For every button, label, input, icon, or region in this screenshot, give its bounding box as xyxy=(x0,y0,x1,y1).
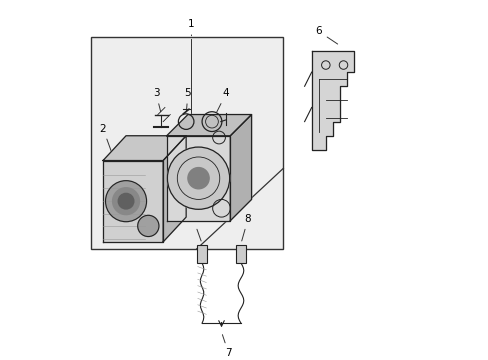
Text: 6: 6 xyxy=(315,26,337,44)
Bar xyxy=(235,246,246,263)
Bar xyxy=(90,37,283,249)
Polygon shape xyxy=(166,114,251,136)
Text: 8: 8 xyxy=(241,214,251,241)
Circle shape xyxy=(112,188,139,215)
Polygon shape xyxy=(311,51,353,150)
Polygon shape xyxy=(230,114,251,221)
Text: 1: 1 xyxy=(188,19,194,36)
Text: 9: 9 xyxy=(189,214,201,241)
Bar xyxy=(196,246,207,263)
Circle shape xyxy=(138,215,159,237)
Text: 4: 4 xyxy=(216,88,229,112)
Polygon shape xyxy=(103,161,163,242)
Circle shape xyxy=(187,168,209,189)
Polygon shape xyxy=(103,136,186,161)
Circle shape xyxy=(118,193,134,209)
Text: 7: 7 xyxy=(222,335,231,358)
Text: 3: 3 xyxy=(152,88,161,112)
Text: 2: 2 xyxy=(100,124,123,184)
Polygon shape xyxy=(163,136,186,242)
Circle shape xyxy=(105,181,146,222)
Text: 5: 5 xyxy=(184,88,191,112)
Circle shape xyxy=(167,147,229,209)
Polygon shape xyxy=(166,136,230,221)
